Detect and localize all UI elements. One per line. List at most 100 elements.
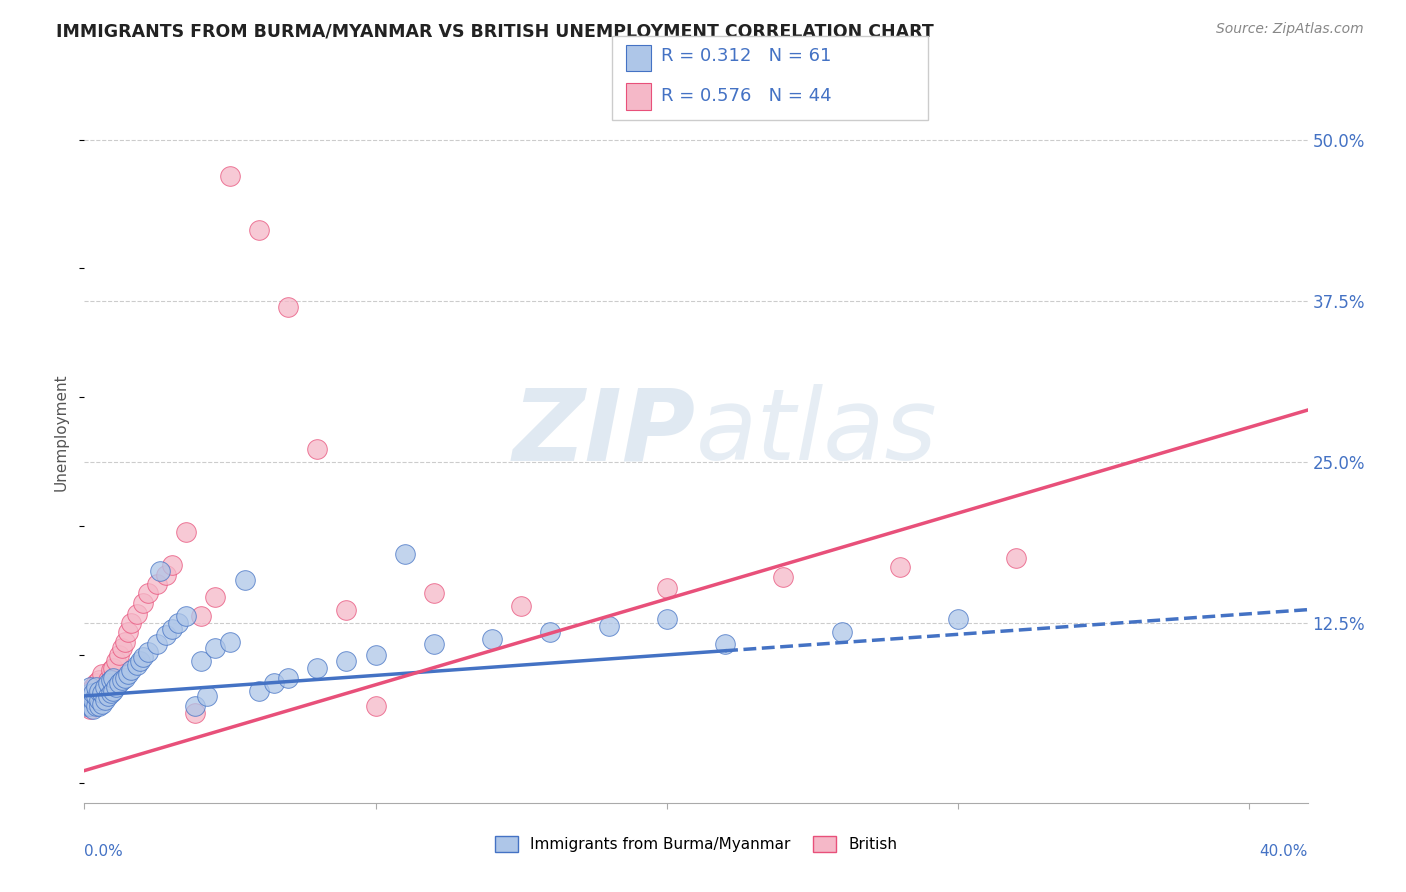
Point xyxy=(100,663,122,677)
Point xyxy=(76,689,98,703)
Point xyxy=(105,680,128,694)
Point xyxy=(714,637,737,651)
Point xyxy=(204,590,226,604)
Point xyxy=(184,699,207,714)
Point xyxy=(79,680,101,694)
Point xyxy=(146,637,169,651)
Point xyxy=(538,624,561,639)
Point xyxy=(87,689,110,703)
Text: 0.0%: 0.0% xyxy=(84,844,124,858)
Point xyxy=(598,619,620,633)
Point xyxy=(84,689,107,703)
Point xyxy=(76,699,98,714)
Point xyxy=(111,641,134,656)
Legend: Immigrants from Burma/Myanmar, British: Immigrants from Burma/Myanmar, British xyxy=(488,830,904,858)
Text: 40.0%: 40.0% xyxy=(1260,844,1308,858)
Point xyxy=(125,658,148,673)
Point xyxy=(889,560,911,574)
Point xyxy=(655,612,678,626)
Point xyxy=(82,693,104,707)
Point xyxy=(146,577,169,591)
Point xyxy=(364,699,387,714)
Point xyxy=(84,676,107,690)
Point xyxy=(174,609,197,624)
Point xyxy=(87,683,110,698)
Point xyxy=(149,564,172,578)
Point xyxy=(79,683,101,698)
Point xyxy=(82,686,104,700)
Point xyxy=(97,689,120,703)
Point xyxy=(103,671,125,685)
Point xyxy=(772,570,794,584)
Point xyxy=(90,697,112,711)
Point xyxy=(79,699,101,714)
Point xyxy=(335,602,357,616)
Point xyxy=(247,223,270,237)
Point xyxy=(90,686,112,700)
Text: Source: ZipAtlas.com: Source: ZipAtlas.com xyxy=(1216,22,1364,37)
Point xyxy=(510,599,533,613)
Point xyxy=(100,673,122,688)
Point xyxy=(155,568,177,582)
Point xyxy=(97,676,120,690)
Point xyxy=(166,615,188,630)
Point xyxy=(117,624,139,639)
Point xyxy=(195,689,218,703)
Point xyxy=(79,686,101,700)
Point xyxy=(277,671,299,685)
Point xyxy=(103,683,125,698)
Y-axis label: Unemployment: Unemployment xyxy=(53,374,69,491)
Point xyxy=(160,558,183,572)
Point xyxy=(93,680,115,694)
Point xyxy=(79,702,101,716)
Point xyxy=(114,635,136,649)
Point xyxy=(263,676,285,690)
Point xyxy=(108,676,131,690)
Point xyxy=(82,697,104,711)
Point xyxy=(335,654,357,668)
Point xyxy=(946,612,969,626)
Text: atlas: atlas xyxy=(696,384,938,481)
Point xyxy=(82,680,104,694)
Text: R = 0.312   N = 61: R = 0.312 N = 61 xyxy=(661,47,831,65)
Point xyxy=(87,699,110,714)
Point xyxy=(87,673,110,688)
Point xyxy=(120,615,142,630)
Point xyxy=(1005,551,1028,566)
Point xyxy=(204,641,226,656)
Point xyxy=(131,650,153,665)
Point xyxy=(394,547,416,561)
Text: R = 0.576   N = 44: R = 0.576 N = 44 xyxy=(661,87,831,105)
Point xyxy=(307,442,329,456)
Text: ZIP: ZIP xyxy=(513,384,696,481)
Text: IMMIGRANTS FROM BURMA/MYANMAR VS BRITISH UNEMPLOYMENT CORRELATION CHART: IMMIGRANTS FROM BURMA/MYANMAR VS BRITISH… xyxy=(56,22,934,40)
Point xyxy=(111,673,134,688)
Point xyxy=(160,622,183,636)
Point xyxy=(125,607,148,621)
Point xyxy=(93,680,115,694)
Point xyxy=(84,693,107,707)
Point xyxy=(184,706,207,720)
Point xyxy=(190,654,212,668)
Point xyxy=(76,693,98,707)
Point xyxy=(190,609,212,624)
Point xyxy=(128,654,150,668)
Point xyxy=(831,624,853,639)
Point xyxy=(364,648,387,662)
Point xyxy=(247,683,270,698)
Point xyxy=(84,680,107,694)
Point xyxy=(423,586,446,600)
Point xyxy=(233,573,256,587)
Point xyxy=(114,671,136,685)
Point xyxy=(105,654,128,668)
Point xyxy=(87,693,110,707)
Point xyxy=(174,525,197,540)
Point xyxy=(93,693,115,707)
Point xyxy=(131,596,153,610)
Point xyxy=(655,581,678,595)
Point xyxy=(84,699,107,714)
Point xyxy=(219,635,242,649)
Point xyxy=(307,660,329,674)
Point xyxy=(138,645,160,659)
Point xyxy=(481,632,503,647)
